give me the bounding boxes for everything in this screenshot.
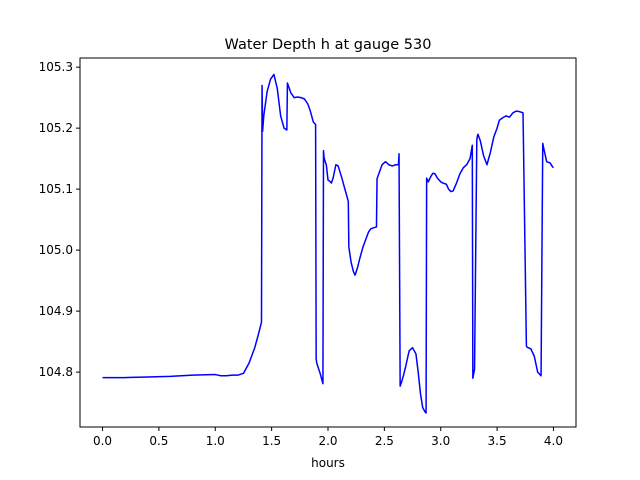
x-tick-label: 3.5	[488, 434, 507, 448]
chart-title: Water Depth h at gauge 530	[225, 37, 432, 53]
x-tick-label: 4.0	[544, 434, 563, 448]
x-axis: 0.0 0.5 1.0 1.5 2.0 2.5 3.0 3.5 4.0	[93, 427, 563, 448]
y-tick-label: 105.2	[39, 121, 73, 135]
y-tick-label: 105.3	[39, 60, 73, 74]
x-tick-label: 0.0	[93, 434, 112, 448]
y-tick-label: 105.0	[39, 243, 73, 257]
x-axis-label: hours	[311, 456, 345, 470]
y-tick-label: 104.8	[39, 365, 73, 379]
x-tick-label: 2.5	[375, 434, 394, 448]
y-tick-label: 105.1	[39, 182, 73, 196]
x-tick-label: 1.0	[206, 434, 225, 448]
series-line-1	[102, 73, 555, 414]
y-tick-label: 104.9	[39, 304, 73, 318]
x-tick-label: 3.0	[431, 434, 450, 448]
x-tick-label: 1.5	[262, 434, 281, 448]
x-tick-label: 0.5	[149, 434, 168, 448]
y-axis: 104.8 104.9 105.0 105.1 105.2 105.3	[39, 60, 80, 379]
x-tick-label: 2.0	[318, 434, 337, 448]
